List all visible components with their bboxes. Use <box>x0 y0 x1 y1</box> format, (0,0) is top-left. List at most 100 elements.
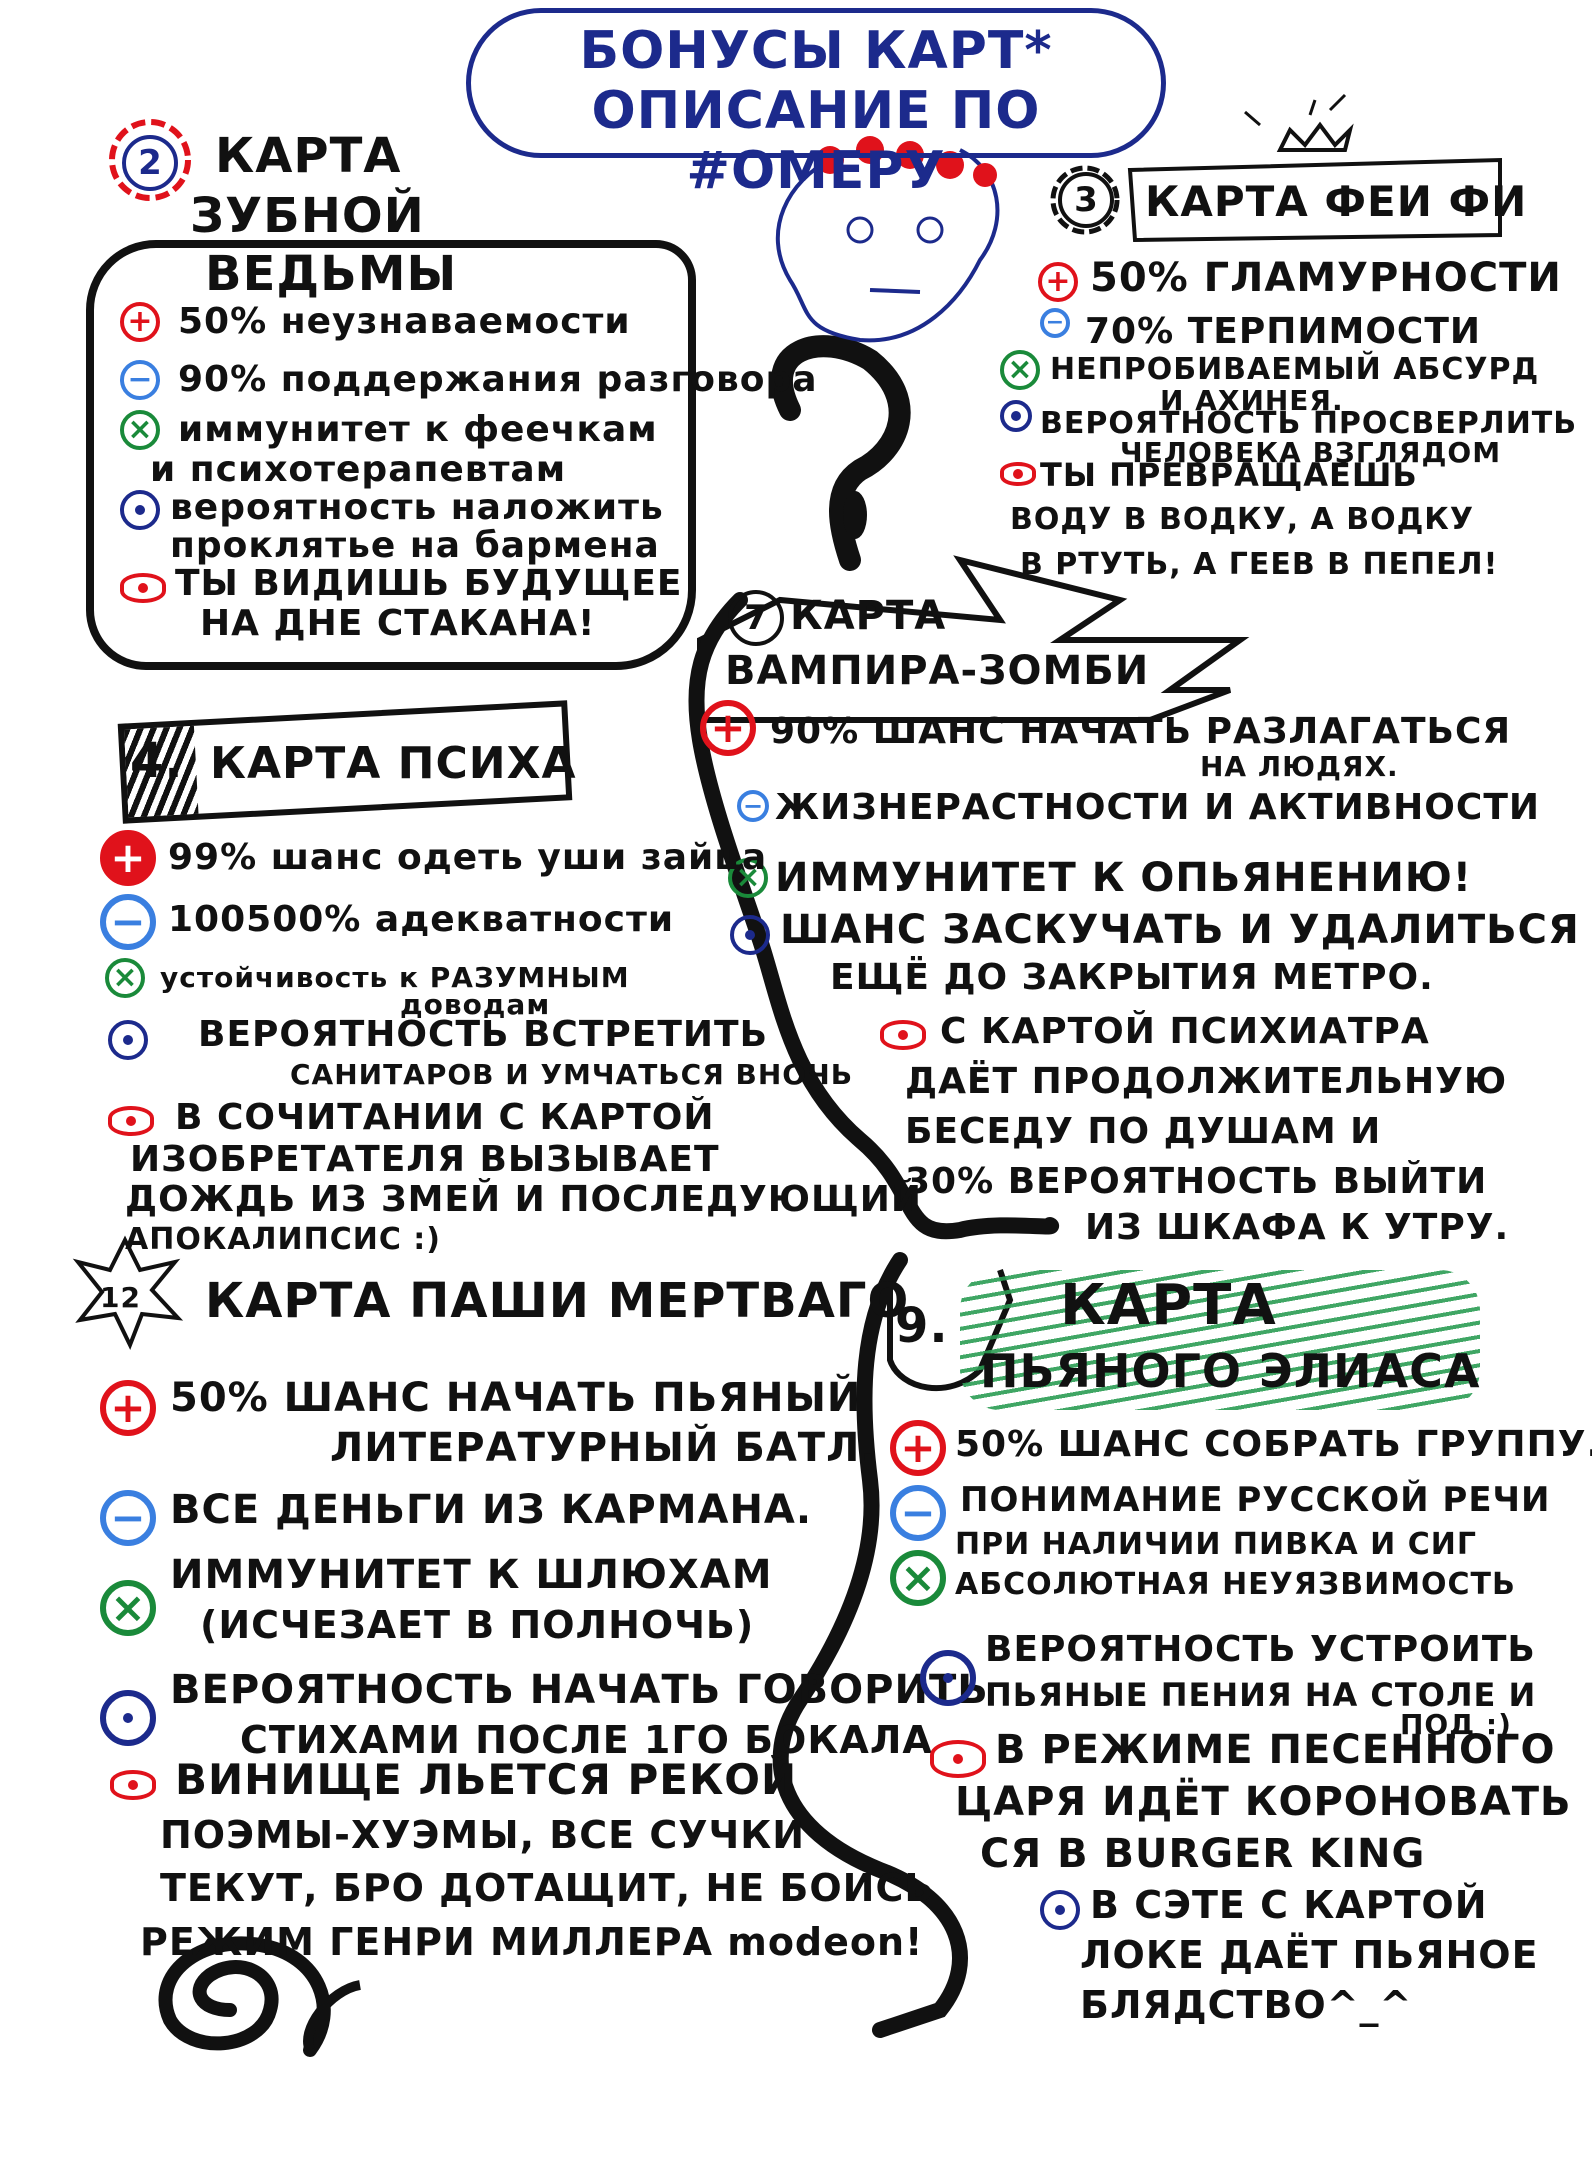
cross-icon: × <box>890 1550 946 1606</box>
bonus-eye: В СОЧИТАНИИ С КАРТОЙ <box>175 1097 715 1138</box>
bonus-dot: СТИХАМИ ПОСЛЕ 1ГО БОКАЛА <box>240 1718 933 1762</box>
crown-icon <box>1244 93 1354 152</box>
cross-icon: × <box>105 958 145 998</box>
bonus-cross: доводам <box>400 988 551 1021</box>
witch-box <box>86 240 696 670</box>
plus-icon: + <box>700 700 756 756</box>
question-mark-icon <box>771 335 911 571</box>
header-line1: БОНУСЫ КАРТ* <box>579 21 1053 81</box>
bonus-eye: ДАЁТ ПРОДОЛЖИТЕЛЬНУЮ <box>905 1061 1508 1102</box>
card-title: КАРТА ПАШИ МЕРТВАГО <box>205 1273 910 1329</box>
bonus-plus: 50% ШАНС НАЧАТЬ ПЬЯНЫЙ <box>170 1375 862 1421</box>
eye-icon <box>120 573 166 603</box>
bonus-dot: ЧЕЛОВЕКА ВЗГЛЯДОМ <box>1120 436 1502 469</box>
bonus-minus: ПРИ НАЛИЧИИ ПИВКА И СИГ <box>955 1527 1477 1562</box>
card-number: 2 <box>122 135 178 191</box>
dot-icon <box>1000 400 1032 432</box>
eye-icon <box>930 1740 986 1778</box>
bonus-minus: ПОНИМАНИЕ РУССКОЙ РЕЧИ <box>960 1480 1551 1520</box>
card-title: ЗУБНОЙ <box>190 188 425 244</box>
bonus-eye: 30% ВЕРОЯТНОСТЬ ВЫЙТИ <box>905 1161 1488 1202</box>
bonus-dot: ВЕРОЯТНОСТЬ УСТРОИТЬ <box>985 1629 1536 1670</box>
bonus-minus: ВСЕ ДЕНЬГИ ИЗ КАРМАНА. <box>170 1487 813 1533</box>
cross-icon: × <box>1000 350 1040 390</box>
bonus-plus: ЛИТЕРАТУРНЫЙ БАТЛ. <box>330 1425 877 1471</box>
bonus-dot: проклятье на бармена <box>170 525 660 566</box>
bonus-eye: АПОКАЛИПСИС :) <box>125 1222 441 1257</box>
card-title: КАРТА ПСИХА <box>210 738 577 789</box>
minus-icon: − <box>737 790 769 822</box>
bonus-eye: БЕСЕДУ ПО ДУШАМ И <box>905 1111 1382 1152</box>
dot-icon <box>108 1020 148 1060</box>
card-title: КАРТА <box>790 593 947 639</box>
bonus-dot: ШАНС ЗАСКУЧАТЬ И УДАЛИТЬСЯ <box>780 907 1580 953</box>
minus-icon: − <box>1040 308 1070 338</box>
cross-icon: × <box>120 410 160 450</box>
bonus-dot: ПЬЯНЫЕ ПЕНИЯ НА СТОЛЕ И <box>985 1676 1537 1714</box>
plus-icon: + <box>890 1420 946 1476</box>
bonus-eye: ВОДУ В ВОДКУ, А ВОДКУ <box>1010 502 1474 537</box>
bonus-dot: ПОД :) <box>1400 1708 1512 1741</box>
plus-icon: + <box>120 302 160 342</box>
bonus-eye: РЕЖИМ ГЕНРИ МИЛЛЕРА modeon! <box>140 1920 924 1964</box>
cross-icon: × <box>100 1580 156 1636</box>
bonus-cross: НЕПРОБИВАЕМЫЙ АБСУРД <box>1050 352 1540 387</box>
green-scribble <box>960 1270 1480 1410</box>
bonus-dot: ВЕРОЯТНОСТЬ ПРОСВЕРЛИТЬ <box>1040 406 1578 441</box>
bonus-eye: В РТУТЬ, А ГЕЕВ В ПЕПЕЛ! <box>1020 547 1499 582</box>
bonus-dot: ЕЩЁ ДО ЗАКРЫТИЯ МЕТРО. <box>830 957 1434 998</box>
plus-icon: + <box>100 1380 156 1436</box>
bonus-eye: ТЕКУТ, БРО ДОТАЩИТ, НЕ БОИСЬ <box>160 1866 935 1910</box>
bonus-plus: 99% шанс одеть уши зайца <box>168 837 768 878</box>
bonus-cross: ИММУНИТЕТ К ОПЬЯНЕНИЮ! <box>775 855 1473 901</box>
bonus-minus: 100500% адекватности <box>168 899 675 940</box>
bonus-plus: 50% ГЛАМУРНОСТИ <box>1090 255 1562 301</box>
plus-icon: + <box>1038 262 1078 302</box>
card-number: 3 <box>1058 172 1114 228</box>
flower-icon <box>1050 165 1120 235</box>
bonus-dot: ВЕРОЯТНОСТЬ НАЧАТЬ ГОВОРИТЬ <box>170 1667 989 1713</box>
bonus-eye: ПОЭМЫ-ХУЭМЫ, ВСЕ СУЧКИ <box>160 1813 806 1857</box>
minus-icon: − <box>100 1490 156 1546</box>
card-title: ВАМПИРА-ЗОМБИ <box>725 648 1150 694</box>
dot-icon <box>100 1690 156 1746</box>
header-line2: ОПИСАНИЕ ПО #ОМЕРУ <box>591 81 1041 201</box>
face-icon <box>775 136 1000 343</box>
bonus-cross: АБСОЛЮТНАЯ НЕУЯЗВИМОСТЬ <box>955 1567 1516 1602</box>
bonus-plus: 90% ШАНС НАЧАТЬ РАЗЛАГАТЬСЯ <box>770 711 1512 752</box>
bonus-eye: НА ДНЕ СТАКАНА! <box>200 603 596 644</box>
minus-icon: − <box>890 1485 946 1541</box>
eye-icon <box>1000 462 1036 486</box>
card-number: 4. <box>130 733 184 789</box>
bonus-eye: ИЗОБРЕТАТЕЛЯ ВЫЗЫВАЕТ <box>130 1139 720 1180</box>
minus-icon: − <box>120 360 160 400</box>
card-number: 9. <box>895 1298 949 1354</box>
bonus-dot: ВЕРОЯТНОСТЬ ВСТРЕТИТЬ <box>198 1014 769 1055</box>
bonus-cross: И АХИНЕЯ. <box>1160 384 1344 417</box>
spiral-icon <box>158 1936 362 2057</box>
flower-icon <box>109 119 191 201</box>
header-cloud: БОНУСЫ КАРТ* ОПИСАНИЕ ПО #ОМЕРУ <box>466 8 1166 201</box>
minus-icon: − <box>100 894 156 950</box>
bonus-minus: ЖИЗНЕРАСТНОСТИ И АКТИВНОСТИ <box>775 787 1540 828</box>
card-title: КАРТА <box>1060 1273 1277 1338</box>
card-title: КАРТА ФЕИ ФИ <box>1145 177 1528 226</box>
dot-icon <box>730 915 770 955</box>
bonus-eye: ТЫ ПРЕВРАЩАЕШЬ <box>1040 456 1418 494</box>
bonus-plus: 50% ШАНС СОБРАТЬ ГРУППУ. <box>955 1424 1592 1465</box>
bonus-cross: и психотерапевтам <box>150 449 567 490</box>
eye-icon <box>110 1770 156 1800</box>
cross-icon: × <box>728 858 768 898</box>
eye-icon <box>880 1020 926 1050</box>
bonus-minus: 90% поддержания разговора <box>178 359 818 400</box>
dot-icon <box>120 490 160 530</box>
card-title: ВЕДЬМЫ <box>205 246 458 302</box>
bonus-eye: ВИНИЩЕ ЛЬЕТСЯ РЕКОЙ <box>175 1755 798 1804</box>
bonus-cross: устойчивость к РАЗУМНЫМ <box>160 961 630 994</box>
bonus-extra: ЛОКЕ ДАЁТ ПЬЯНОЕ <box>1080 1933 1539 1977</box>
bonus-extra: В СЭТЕ С КАРТОЙ <box>1090 1883 1488 1927</box>
bonus-eye: ТЫ ВИДИШЬ БУДУЩЕЕ <box>175 563 683 604</box>
bonus-cross: иммунитет к феечкам <box>178 409 658 450</box>
bonus-dot: вероятность наложить <box>170 487 664 528</box>
